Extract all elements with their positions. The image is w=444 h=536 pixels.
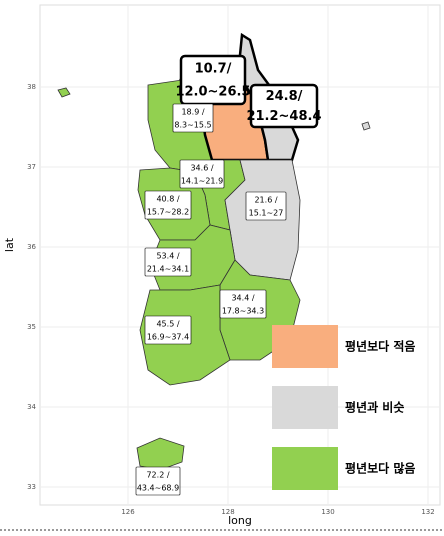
label-value: 40.8 /: [156, 195, 179, 204]
label-range: 16.9~37.4: [147, 333, 189, 342]
label-box: [144, 315, 192, 345]
label-box: [172, 103, 214, 133]
label-range: 21.4~34.1: [147, 265, 189, 274]
legend-label: 평년보다 많음: [345, 461, 415, 476]
y-tick-label: 36: [27, 243, 36, 251]
label-box: [179, 159, 225, 189]
legend-swatch: [272, 447, 338, 490]
label-range: 8.3~15.5: [174, 121, 211, 130]
y-axis-label: lat: [3, 237, 16, 252]
y-tick-label: 37: [27, 163, 36, 171]
label-value: 53.4 /: [156, 252, 179, 261]
legend-label: 평년보다 적음: [345, 339, 415, 354]
label-box: [135, 466, 181, 496]
label-box: [245, 191, 287, 221]
label-box: [144, 247, 192, 277]
label-box: [219, 289, 267, 319]
label-range: 15.1~27: [249, 209, 284, 218]
label-value: 72.2 /: [146, 471, 169, 480]
legend-swatch: [272, 386, 338, 429]
label-box: [144, 190, 192, 220]
label-box: [179, 54, 247, 106]
region: [136, 437, 185, 471]
label-range: 43.4~68.9: [137, 484, 179, 493]
island: [361, 121, 371, 131]
label-range: 21.2~48.4: [246, 109, 321, 124]
label-range: 14.1~21.9: [181, 177, 223, 186]
label-range: 12.0~26.5: [175, 85, 250, 100]
label-value: 45.5 /: [156, 320, 179, 329]
x-tick-label: 130: [321, 508, 334, 516]
x-tick-label: 126: [121, 508, 135, 516]
label-range: 15.7~28.2: [147, 208, 189, 217]
x-tick-label: 128: [221, 508, 234, 516]
legend-label: 평년과 비슷: [345, 400, 404, 415]
label-value: 18.9 /: [181, 108, 204, 117]
label-range: 17.8~34.3: [222, 307, 264, 316]
label-value: 24.8/: [266, 89, 303, 104]
y-tick-label: 38: [27, 83, 36, 91]
x-tick-label: 132: [421, 508, 434, 516]
label-value: 34.4 /: [231, 294, 254, 303]
y-tick-label: 35: [27, 323, 36, 331]
label-value: 21.6 /: [254, 196, 277, 205]
x-axis-label: long: [228, 514, 252, 527]
label-box: [249, 83, 319, 129]
island: [57, 87, 71, 98]
y-tick-label: 33: [27, 483, 36, 491]
label-value: 10.7/: [195, 62, 232, 77]
y-tick-label: 34: [27, 403, 36, 411]
label-value: 34.6 /: [190, 164, 213, 173]
legend-swatch: [272, 325, 338, 368]
